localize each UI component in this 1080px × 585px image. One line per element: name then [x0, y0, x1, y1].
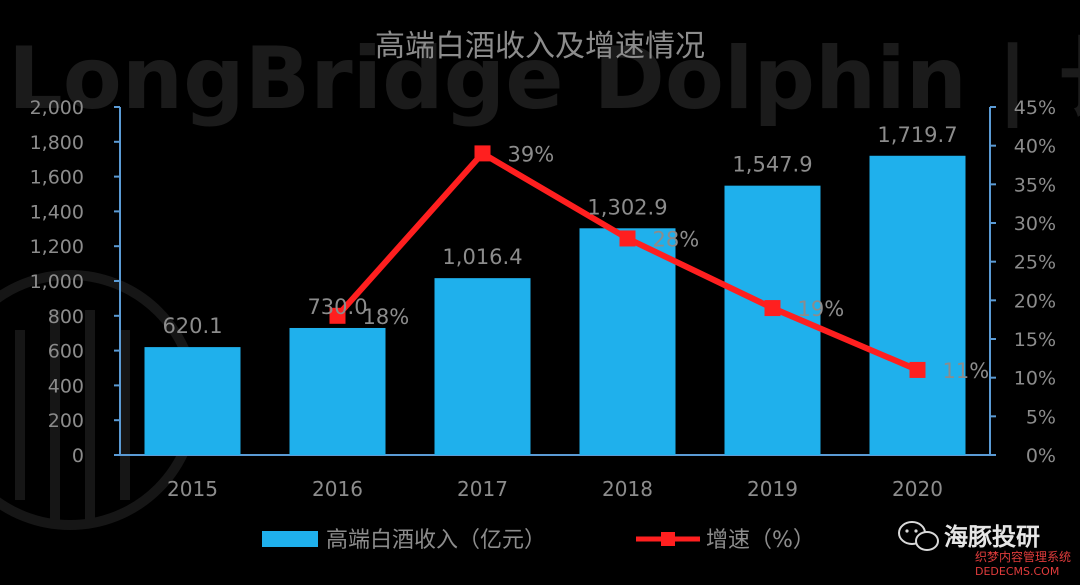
left-tick-label: 0 — [72, 445, 84, 467]
wechat-icon — [898, 521, 939, 551]
x-tick-label: 2018 — [602, 477, 653, 501]
x-tick-label: 2019 — [747, 477, 798, 501]
right-tick-label: 40% — [1014, 136, 1056, 158]
x-tick-label: 2020 — [892, 477, 943, 501]
brand-badge: 海豚投研 织梦内容管理系统 DEDECMS.COM — [898, 521, 1071, 578]
bar — [869, 155, 966, 455]
legend-line-label: 增速（%） — [706, 528, 815, 553]
brand-name: 海豚投研 — [944, 523, 1040, 551]
right-tick-label: 35% — [1014, 174, 1056, 196]
growth-value-label: 18% — [363, 305, 410, 329]
left-tick-label: 1,800 — [30, 132, 84, 154]
growth-value-label: 28% — [653, 227, 700, 251]
watermark-layer: LongBridge Dolphin | 长桥海豚投研 — [0, 29, 1080, 530]
line-point — [764, 300, 781, 317]
axes — [119, 107, 991, 456]
growth-value-label: 19% — [798, 297, 845, 321]
left-tick-label: 1,400 — [30, 201, 84, 223]
legend: 高端白酒收入（亿元） 增速（%） — [262, 528, 815, 553]
bar-data-labels: 620.1 730.0 1,016.4 1,302.9 1,547.9 1,719.7 — [162, 123, 957, 338]
right-tick-label: 15% — [1014, 329, 1056, 351]
bar-value-label: 1,547.9 — [732, 153, 812, 177]
bar-series — [144, 155, 966, 455]
left-tick-label: 1,200 — [30, 236, 84, 258]
left-tick-label: 400 — [48, 375, 84, 397]
site-watermark-cn: 织梦内容管理系统 — [975, 549, 1071, 564]
bar-value-label: 730.0 — [307, 295, 367, 319]
growth-value-label: 39% — [508, 142, 555, 166]
right-tick-label: 45% — [1014, 97, 1056, 119]
legend-bar-label: 高端白酒收入（亿元） — [326, 528, 546, 553]
left-axis-ticks: 0 200 400 600 800 1,000 1,200 1,400 1,600 1,800 2,… — [30, 97, 120, 467]
left-tick-label: 800 — [48, 306, 84, 328]
bar-value-label: 620.1 — [162, 314, 222, 338]
left-tick-label: 1,000 — [30, 271, 84, 293]
line-point — [619, 230, 636, 247]
right-axis-ticks: 0% 5% 10% 15% 20% 25% 30% 35% 40% 45% — [990, 97, 1056, 467]
watermark-text: LongBridge Dolphin | 长桥海豚投研 — [8, 29, 1080, 129]
right-tick-label: 25% — [1014, 252, 1056, 274]
bar-value-label: 1,302.9 — [587, 195, 667, 219]
right-tick-label: 10% — [1014, 368, 1056, 390]
bar — [289, 327, 386, 455]
right-tick-label: 20% — [1014, 290, 1056, 312]
right-tick-label: 30% — [1014, 213, 1056, 235]
legend-line-marker — [661, 532, 675, 546]
x-tick-label: 2017 — [457, 477, 508, 501]
line-point — [909, 361, 926, 378]
x-axis-ticks: 2015 2016 2017 2018 2019 2020 — [167, 477, 943, 501]
right-tick-label: 5% — [1026, 406, 1056, 428]
bar — [434, 278, 531, 455]
bar — [144, 347, 241, 455]
line-point — [329, 307, 346, 324]
bar-value-label: 1,719.7 — [877, 123, 957, 147]
line-data-labels: 18% 39% 28% 19% 11% — [363, 142, 990, 383]
legend-bar-swatch — [262, 531, 318, 547]
bar — [579, 228, 676, 455]
line-series — [329, 145, 926, 378]
x-tick-label: 2015 — [167, 477, 218, 501]
right-tick-label: 0% — [1026, 445, 1056, 467]
chart-title: 高端白酒收入及增速情况 — [375, 29, 705, 64]
bar-value-label: 1,016.4 — [442, 245, 522, 269]
left-tick-label: 200 — [48, 410, 84, 432]
growth-value-label: 11% — [943, 359, 990, 383]
left-tick-label: 1,600 — [30, 167, 84, 189]
left-tick-label: 2,000 — [30, 97, 84, 119]
x-tick-label: 2016 — [312, 477, 363, 501]
left-tick-label: 600 — [48, 341, 84, 363]
site-watermark-en: DEDECMS.COM — [975, 565, 1059, 578]
line-point — [474, 145, 491, 162]
